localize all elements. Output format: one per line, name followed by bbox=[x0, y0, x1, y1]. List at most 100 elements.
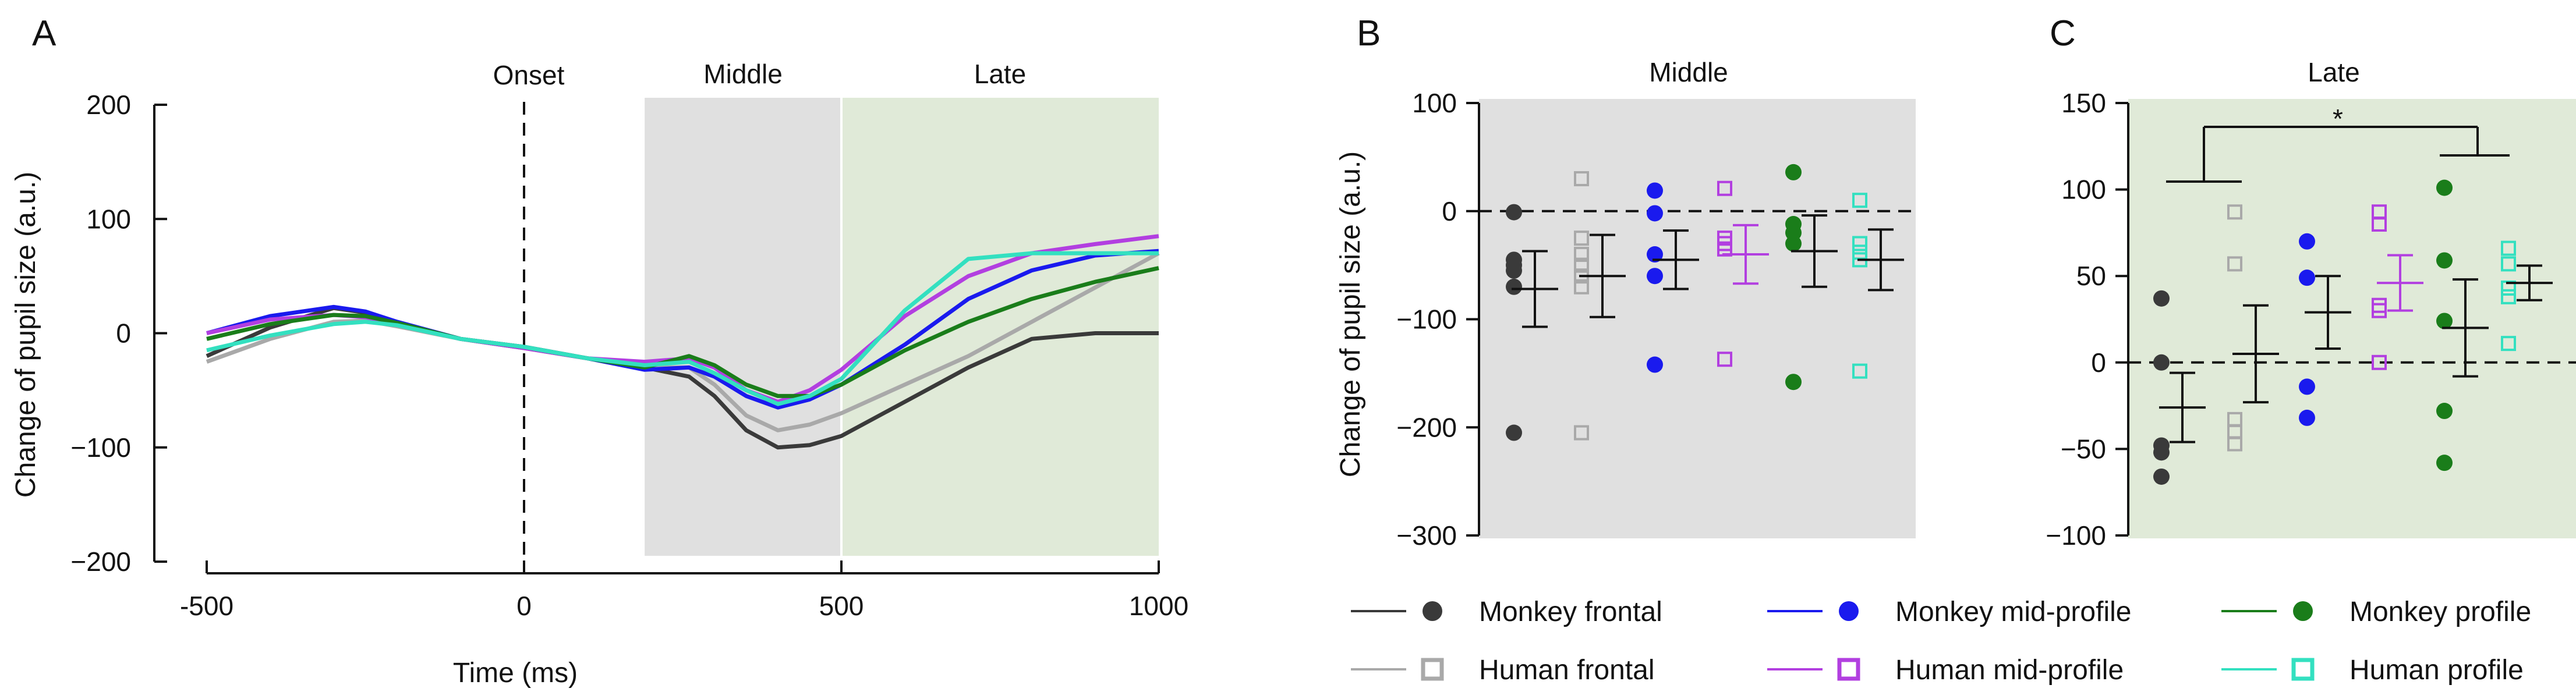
data-point bbox=[2436, 179, 2453, 196]
middle-scatter bbox=[1479, 164, 1916, 441]
late-window-label: Late bbox=[974, 59, 1027, 89]
data-point bbox=[2501, 240, 2516, 256]
y-tick-label: −200 bbox=[1396, 412, 1457, 442]
data-point bbox=[2299, 378, 2315, 395]
legend-label: Monkey frontal bbox=[1479, 597, 1662, 627]
data-point bbox=[2436, 455, 2453, 471]
legend-marker bbox=[2293, 601, 2313, 621]
data-point bbox=[1785, 374, 1802, 391]
data-point bbox=[2227, 204, 2242, 220]
onset-label: Onset bbox=[493, 60, 565, 90]
legend-label: Human mid-profile bbox=[1895, 655, 2124, 686]
legend-item-human-profile: Human profile bbox=[2221, 655, 2524, 686]
data-point bbox=[1717, 352, 1732, 367]
monkey-frontal-group bbox=[2153, 290, 2206, 485]
data-point bbox=[1574, 171, 1589, 187]
human-mid-profile-group bbox=[2372, 204, 2423, 370]
significance-star: * bbox=[2333, 104, 2343, 134]
monkey-profile-group bbox=[2436, 179, 2489, 471]
x-tick-label: 500 bbox=[819, 591, 864, 621]
y-axis-label: Change of pupil size (a.u.) bbox=[1335, 151, 1366, 477]
late-scatter bbox=[2128, 179, 2576, 485]
human-frontal-group bbox=[1574, 171, 1626, 441]
y-axis: −200 −100 0 100 200 bbox=[70, 90, 167, 577]
panel-b-title: Middle bbox=[1649, 57, 1728, 87]
monkey-profile-line bbox=[206, 266, 1159, 398]
data-point bbox=[1717, 230, 1732, 246]
human-profile-line bbox=[206, 251, 1159, 406]
data-point bbox=[2153, 437, 2170, 454]
data-point bbox=[2299, 409, 2315, 426]
legend-item-monkey-mid-profile: Monkey mid-profile bbox=[1767, 597, 2131, 627]
legend-marker bbox=[1839, 601, 1859, 621]
data-point bbox=[1717, 180, 1732, 196]
data-point bbox=[1852, 193, 1867, 208]
human-profile-group bbox=[1852, 193, 1904, 379]
monkey-mid-profile-group bbox=[1647, 182, 1699, 373]
panel-c-label: C bbox=[2050, 13, 2076, 54]
legend: Monkey frontal Monkey mid-profile Monkey p… bbox=[1351, 597, 2531, 686]
data-point bbox=[2372, 354, 2387, 370]
y-tick-label: −300 bbox=[1396, 520, 1457, 551]
data-point bbox=[1506, 204, 1522, 221]
legend-marker bbox=[1421, 658, 1444, 681]
data-point bbox=[1852, 244, 1867, 260]
y-tick-label: 50 bbox=[2076, 261, 2106, 291]
y-axis: 150 100 50 0 −50 −100 bbox=[2046, 88, 2129, 551]
middle-window-label: Middle bbox=[703, 59, 783, 89]
data-point bbox=[2372, 204, 2387, 220]
data-point bbox=[1506, 278, 1522, 295]
data-point bbox=[2436, 252, 2453, 269]
data-point bbox=[2299, 269, 2315, 286]
legend-label: Human profile bbox=[2349, 655, 2524, 686]
data-point bbox=[1785, 164, 1802, 180]
monkey-mid-profile-line bbox=[206, 249, 1159, 410]
data-point bbox=[2299, 233, 2315, 250]
panel-a: A Onset Middle Late −200 −100 0 100 200 -500… bbox=[10, 13, 1188, 689]
data-point bbox=[2501, 289, 2516, 304]
data-point bbox=[1506, 424, 1522, 441]
x-tick-label: 0 bbox=[516, 591, 532, 621]
legend-marker bbox=[1423, 601, 1442, 621]
data-point bbox=[1574, 247, 1589, 262]
data-point bbox=[1647, 246, 1663, 263]
y-tick-label: −200 bbox=[70, 547, 131, 577]
monkey-mid-profile-group bbox=[2299, 233, 2351, 426]
legend-marker bbox=[2291, 658, 2315, 681]
legend-label: Monkey profile bbox=[2349, 597, 2531, 627]
human-mid-profile-group bbox=[1717, 180, 1769, 367]
data-point bbox=[2501, 281, 2516, 296]
data-point bbox=[2501, 336, 2516, 352]
data-point bbox=[1647, 182, 1663, 199]
middle-plot-background bbox=[1479, 99, 1916, 538]
y-axis: 100 0 −100 −200 −300 bbox=[1396, 88, 1480, 551]
y-tick-label: 0 bbox=[1442, 196, 1457, 226]
panel-c-title: Late bbox=[2308, 57, 2360, 87]
legend-label: Human frontal bbox=[1479, 655, 1654, 686]
y-tick-label: −100 bbox=[1396, 304, 1457, 335]
data-point bbox=[2436, 313, 2453, 329]
human-profile-group bbox=[2501, 240, 2553, 352]
data-point bbox=[1852, 363, 1867, 379]
data-point bbox=[2372, 297, 2387, 313]
y-axis-label: Change of pupil size (a.u.) bbox=[10, 172, 41, 498]
data-point bbox=[2153, 468, 2170, 485]
data-point bbox=[2501, 256, 2516, 272]
data-point bbox=[1574, 257, 1589, 273]
legend-label: Monkey mid-profile bbox=[1895, 597, 2131, 627]
data-point bbox=[1574, 279, 1589, 294]
data-point bbox=[2153, 290, 2170, 307]
x-axis-label: Time (ms) bbox=[453, 658, 578, 689]
data-point bbox=[1785, 216, 1802, 233]
data-point bbox=[2227, 256, 2242, 272]
legend-item-monkey-frontal: Monkey frontal bbox=[1351, 597, 1662, 627]
human-frontal-group bbox=[2227, 204, 2279, 452]
panel-b-label: B bbox=[1357, 13, 1381, 54]
data-point bbox=[1506, 251, 1522, 268]
data-point bbox=[1647, 205, 1663, 222]
significance-bracket: * bbox=[2166, 104, 2510, 183]
data-point bbox=[1647, 268, 1663, 285]
data-point bbox=[2227, 411, 2242, 427]
data-point bbox=[1852, 236, 1867, 251]
